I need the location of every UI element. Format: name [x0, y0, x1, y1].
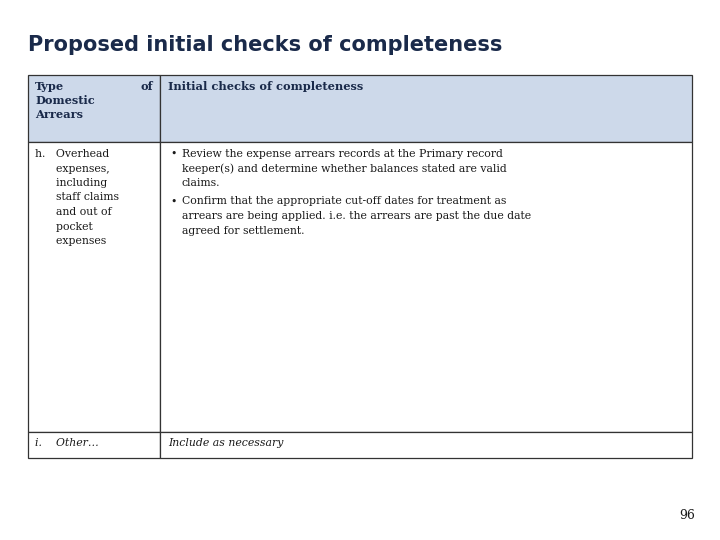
Text: i.    Other…: i. Other…	[35, 438, 99, 448]
Text: staff claims: staff claims	[35, 192, 119, 202]
Text: expenses,: expenses,	[35, 164, 109, 173]
Text: and out of: and out of	[35, 207, 112, 217]
Text: claims.: claims.	[182, 178, 220, 188]
Bar	[160, 142, 692, 432]
Text: expenses: expenses	[35, 236, 107, 246]
Text: Domestic: Domestic	[35, 95, 95, 106]
Text: arrears are being applied. i.e. the arrears are past the due date: arrears are being applied. i.e. the arre…	[182, 211, 531, 221]
Text: Review the expense arrears records at the Primary record: Review the expense arrears records at th…	[182, 149, 503, 159]
Text: Confirm that the appropriate cut-off dates for treatment as: Confirm that the appropriate cut-off dat…	[182, 197, 506, 206]
Bar	[160, 432, 692, 458]
Text: h.   Overhead: h. Overhead	[35, 149, 109, 159]
Bar	[28, 432, 160, 458]
Text: 96: 96	[679, 509, 695, 522]
Bar	[160, 75, 692, 142]
Text: agreed for settlement.: agreed for settlement.	[182, 226, 305, 235]
Text: •: •	[170, 197, 176, 206]
Text: keeper(s) and determine whether balances stated are valid: keeper(s) and determine whether balances…	[182, 164, 507, 174]
Text: Include as necessary: Include as necessary	[168, 438, 284, 448]
Text: Type: Type	[35, 81, 64, 92]
Bar	[28, 142, 160, 432]
Text: •: •	[170, 149, 176, 159]
Text: Proposed initial checks of completeness: Proposed initial checks of completeness	[28, 35, 503, 55]
Text: including: including	[35, 178, 107, 188]
Text: Arrears: Arrears	[35, 109, 83, 120]
Text: pocket: pocket	[35, 221, 93, 232]
Text: of: of	[140, 81, 153, 92]
Text: Initial checks of completeness: Initial checks of completeness	[168, 81, 364, 92]
Bar	[28, 75, 160, 142]
